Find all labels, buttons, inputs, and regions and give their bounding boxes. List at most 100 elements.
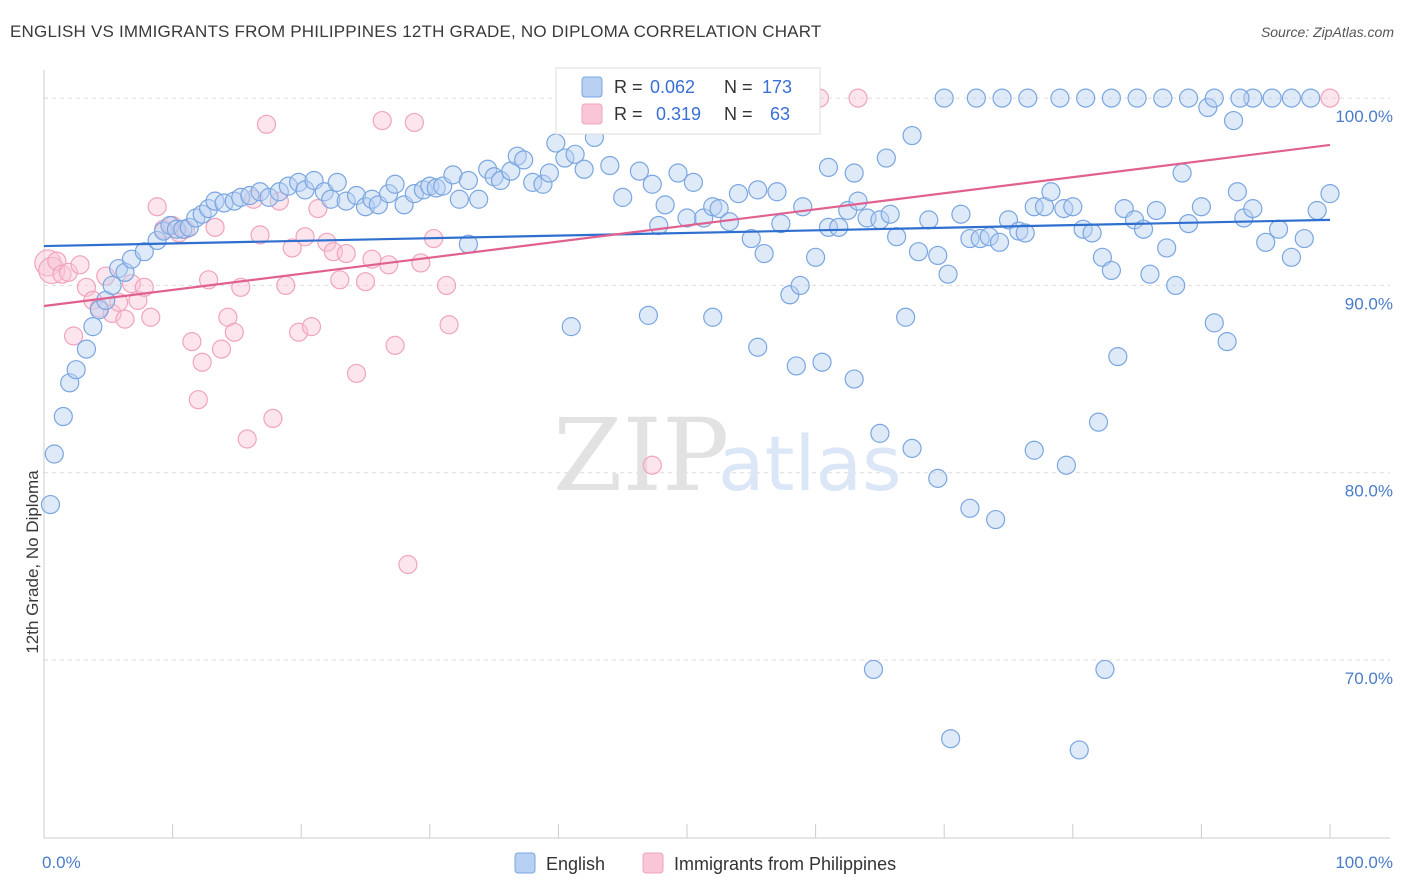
philippines-point-43 (308, 199, 328, 219)
english-point-147 (902, 438, 922, 458)
english-point-179 (793, 197, 813, 217)
philippines-point-1 (38, 256, 66, 285)
english-point-77 (683, 172, 704, 192)
english-point-53 (458, 170, 478, 191)
english-point-5 (76, 339, 97, 359)
english-point-74 (655, 195, 675, 215)
legend-swatch-english (581, 76, 603, 98)
philippines-point-56 (411, 253, 431, 273)
english-point-27 (240, 185, 260, 206)
english-point-97 (896, 307, 916, 327)
english-point-166 (1018, 88, 1038, 108)
english-point-137 (1320, 184, 1340, 204)
english-point-80 (709, 199, 729, 219)
philippines-point-35 (256, 114, 277, 134)
english-point-88 (805, 247, 826, 267)
watermark: ZIP atlas (553, 397, 902, 514)
english-point-145 (844, 369, 864, 389)
y-axis-label: 12th Grade, No Diploma (23, 470, 42, 654)
english-point-4 (66, 360, 86, 380)
english-point-135 (1294, 228, 1314, 249)
english-point-82 (728, 184, 749, 204)
legend-n-value-2: 63 (770, 104, 790, 124)
english-point-29 (259, 187, 279, 207)
legend-r-label-1: R = (614, 77, 643, 97)
philippines-point-47 (336, 243, 356, 264)
english-point-173 (1204, 88, 1224, 108)
english-point-2 (53, 406, 73, 427)
bottom-legend-english: English (546, 854, 605, 874)
english-point-38 (336, 191, 356, 211)
y-tick-labels: 100.0% 90.0% 80.0% 70.0% (1335, 107, 1393, 688)
english-point-170 (1127, 88, 1147, 108)
english-point-54 (469, 189, 489, 209)
trend-line-philippines (43, 143, 1331, 308)
english-point-154 (1108, 346, 1128, 367)
english-point-83 (741, 228, 761, 249)
english-point-155 (1140, 264, 1160, 284)
y-tick-label-0: 100.0% (1335, 107, 1393, 126)
english-point-116 (1082, 223, 1102, 243)
trend-lines (43, 143, 1331, 308)
english-point-184 (1069, 740, 1089, 760)
english-point-103 (960, 228, 980, 249)
philippines-point-24 (188, 390, 208, 410)
english-point-153 (1088, 412, 1109, 432)
legend-r-value-1: 0.062 (650, 77, 695, 97)
english-point-100 (928, 245, 948, 266)
philippines-point-36 (263, 408, 283, 429)
english-point-0 (40, 494, 61, 515)
english-point-162 (1301, 88, 1321, 108)
axes (43, 70, 1390, 839)
philippines-point-4 (58, 262, 79, 282)
philippines-point-23 (182, 332, 202, 352)
english-point-133 (1268, 219, 1289, 239)
english-point-149 (960, 498, 980, 518)
english-point-19 (179, 217, 199, 237)
chart-source: Source: ZipAtlas.com (1260, 24, 1394, 40)
english-point-151 (1024, 440, 1044, 460)
english-point-172 (1178, 88, 1199, 108)
english-point-110 (1024, 197, 1044, 217)
english-point-30 (269, 182, 289, 202)
philippines-point-5 (63, 326, 84, 346)
chart-title: ENGLISH VS IMMIGRANTS FROM PHILIPPINES 1… (10, 22, 822, 41)
english-point-7 (89, 300, 109, 320)
english-point-89 (818, 217, 839, 237)
philippines-point-34 (250, 225, 270, 245)
english-point-148 (928, 468, 948, 488)
english-point-70 (613, 187, 633, 207)
legend: R = 0.062 N = 173 R = 0.319 N = 63 (555, 67, 821, 135)
trend-line-english (43, 218, 1331, 248)
english-point-122 (1146, 200, 1166, 221)
english-point-167 (1050, 88, 1070, 108)
philippines-point-27 (205, 217, 225, 237)
english-point-92 (848, 191, 868, 211)
english-point-143 (786, 356, 806, 376)
english-point-136 (1307, 200, 1327, 221)
english-point-62 (533, 174, 553, 194)
y-tick-label-3: 70.0% (1345, 669, 1393, 688)
philippines-point-41 (295, 227, 315, 247)
english-point-160 (1262, 88, 1282, 108)
bottom-legend-philippines: Immigrants from Philippines (674, 854, 896, 874)
english-point-185 (1095, 659, 1115, 680)
english-point-32 (289, 172, 309, 192)
english-point-1 (44, 444, 64, 464)
english-point-13 (134, 242, 154, 262)
english-point-71 (629, 161, 650, 181)
english-point-60 (514, 150, 534, 170)
english-point-28 (250, 182, 270, 202)
english-point-75 (668, 163, 688, 183)
philippines-point-30 (224, 322, 244, 342)
english-point-90 (829, 217, 849, 237)
bottom-legend-swatch-philippines (642, 852, 664, 874)
philippines-point-46 (330, 270, 350, 290)
x-tick-label-0: 0.0% (42, 853, 81, 872)
legend-n-label-2: N = (724, 104, 753, 124)
english-point-132 (1256, 232, 1276, 252)
english-point-157 (1198, 97, 1218, 118)
english-point-174 (1230, 88, 1250, 108)
english-point-168 (1076, 88, 1096, 108)
legend-n-label-1: N = (724, 77, 753, 97)
